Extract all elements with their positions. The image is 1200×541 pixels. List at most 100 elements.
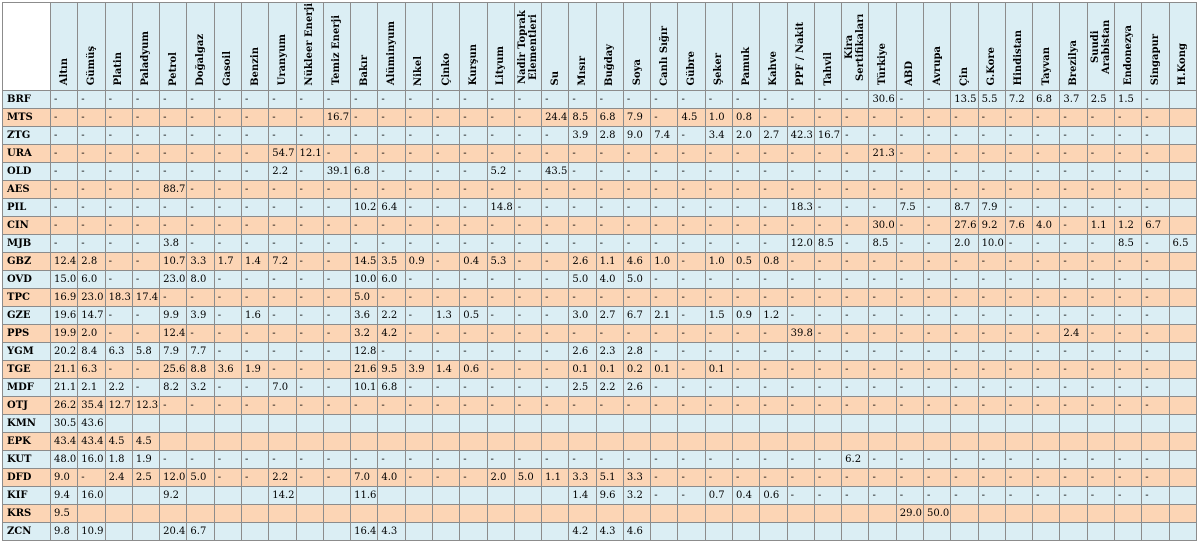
value-cell: - xyxy=(622,395,652,415)
value-cell: - xyxy=(131,359,161,379)
value-cell: - xyxy=(677,287,706,307)
value-cell: - xyxy=(868,395,897,415)
value-cell: - xyxy=(322,233,352,253)
column-header-label: ABD xyxy=(904,60,916,86)
column-header-label: Nikel xyxy=(413,55,425,86)
value-cell: - xyxy=(786,449,815,469)
value-cell: - xyxy=(159,197,188,217)
column-header-label: PPF / Nakit xyxy=(795,21,807,86)
value-cell: - xyxy=(104,359,133,379)
value-cell: - xyxy=(732,359,761,379)
value-cell: - xyxy=(568,323,597,343)
value-cell: - xyxy=(213,305,242,325)
value-cell: 9.9 xyxy=(159,305,188,325)
value-cell: - xyxy=(841,395,870,415)
value-cell: - xyxy=(77,197,106,217)
value-cell: - xyxy=(977,143,1006,163)
column-header: Endonezya xyxy=(1113,2,1143,91)
value-cell: - xyxy=(704,179,734,199)
value-cell: - xyxy=(213,89,242,109)
value-cell: - xyxy=(404,233,433,253)
value-cell: - xyxy=(759,341,788,361)
value-cell: - xyxy=(104,125,133,145)
value-cell xyxy=(1059,413,1088,433)
value-cell xyxy=(568,413,597,433)
value-cell: 5.3 xyxy=(486,251,515,271)
column-header-label: Uranyum xyxy=(276,34,288,86)
value-cell: 0.5 xyxy=(459,305,488,325)
value-cell: 0.1 xyxy=(704,359,734,379)
value-cell: 8.2 xyxy=(159,377,188,397)
value-cell: 23.0 xyxy=(159,269,188,289)
value-cell: - xyxy=(950,287,979,307)
value-cell: - xyxy=(322,197,352,217)
fund-code: KIF xyxy=(2,485,51,505)
value-cell xyxy=(431,413,461,433)
value-cell: - xyxy=(77,215,106,235)
column-header: Uranyum xyxy=(268,2,297,91)
value-cell: 8.5 xyxy=(868,233,897,253)
value-cell: - xyxy=(650,197,679,217)
value-cell: - xyxy=(1059,125,1088,145)
value-cell: - xyxy=(513,269,543,289)
value-cell: - xyxy=(104,269,133,289)
table-row: MJB - - - -3.8- - - - - - - - - - - - - - - - - - - - - -12.0 8.5-… xyxy=(2,233,1197,253)
value-cell xyxy=(1168,377,1197,397)
value-cell: 2.0 xyxy=(77,323,106,343)
fund-code: DFD xyxy=(2,467,51,487)
value-cell: - xyxy=(950,323,979,343)
value-cell xyxy=(1168,359,1197,379)
value-cell: - xyxy=(295,215,324,235)
column-header-label: Türkiye xyxy=(877,43,889,86)
value-cell: - xyxy=(486,143,515,163)
value-cell: 39.8 xyxy=(786,323,815,343)
column-header: Benzin xyxy=(240,2,270,91)
fund-code: MJB xyxy=(2,233,51,253)
value-cell: - xyxy=(650,179,679,199)
value-cell xyxy=(950,503,979,523)
value-cell: - xyxy=(486,341,515,361)
column-header: Türkiye xyxy=(868,2,897,91)
value-cell xyxy=(541,485,570,505)
value-cell: - xyxy=(841,233,870,253)
value-cell: - xyxy=(977,305,1006,325)
value-cell: - xyxy=(1086,467,1115,487)
value-cell: - xyxy=(732,143,761,163)
value-cell: - xyxy=(868,323,897,343)
value-cell: - xyxy=(459,449,488,469)
value-cell: - xyxy=(868,467,897,487)
value-cell: - xyxy=(732,197,761,217)
value-cell: - xyxy=(922,161,952,181)
column-header: Gümüş xyxy=(77,2,106,91)
value-cell: 0.9 xyxy=(404,251,433,271)
column-header: Paladyum xyxy=(131,2,161,91)
value-cell: - xyxy=(159,89,188,109)
value-cell: - xyxy=(268,305,297,325)
value-cell: - xyxy=(459,341,488,361)
value-cell: - xyxy=(159,143,188,163)
value-cell xyxy=(650,431,679,451)
value-cell: - xyxy=(1032,125,1061,145)
value-cell: 3.3 xyxy=(186,251,215,271)
value-cell: 7.9 xyxy=(622,107,652,127)
value-cell: - xyxy=(1113,161,1143,181)
value-cell: - xyxy=(104,251,133,271)
column-header-label: Soya xyxy=(631,59,643,86)
value-cell: - xyxy=(813,485,843,505)
column-header-label: Buğday xyxy=(604,43,616,86)
value-cell: - xyxy=(895,341,925,361)
value-cell: - xyxy=(431,179,461,199)
value-cell: - xyxy=(49,197,79,217)
value-cell: 11.6 xyxy=(350,485,379,505)
value-cell: 6.0 xyxy=(77,269,106,289)
value-cell: 6.7 xyxy=(186,521,215,541)
value-cell: 2.2 xyxy=(268,161,297,181)
value-cell: - xyxy=(895,89,925,109)
value-cell: 12.1 xyxy=(295,143,324,163)
value-cell: - xyxy=(186,215,215,235)
value-cell: 1.4 xyxy=(568,485,597,505)
value-cell: 3.5 xyxy=(377,251,406,271)
table-row: TPC 16.9 23.0 18.3 17.4- - - - - - -5.0- - - - - - - - - - -… xyxy=(2,287,1197,307)
value-cell: 21.3 xyxy=(868,143,897,163)
column-header-label: Tahvil xyxy=(822,51,834,86)
